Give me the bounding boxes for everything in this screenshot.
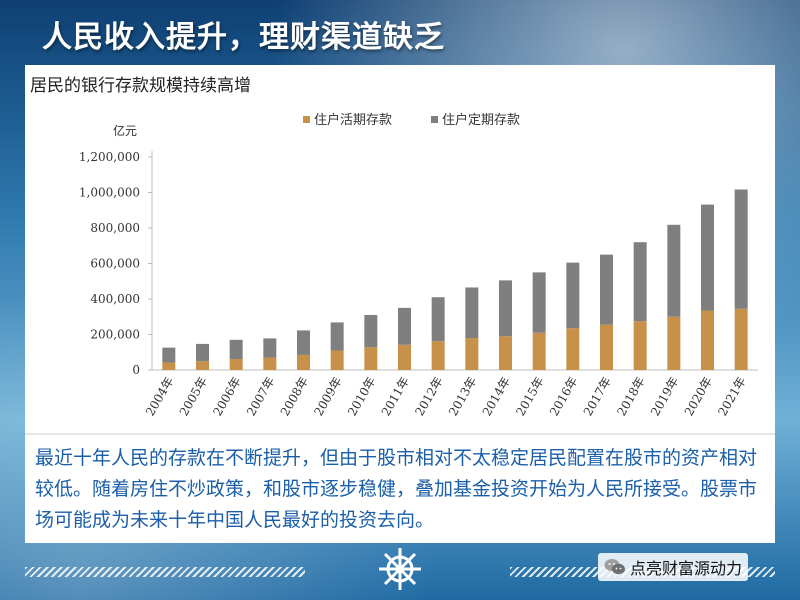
x-tick-label: 2021年 <box>715 375 748 419</box>
bar-demand-deposit <box>364 347 378 370</box>
x-tick-label: 2012年 <box>412 375 445 419</box>
x-tick-label: 2008年 <box>278 375 311 419</box>
bar-time-deposit <box>600 254 613 325</box>
x-tick-label: 2010年 <box>345 375 378 419</box>
x-tick-label: 2011年 <box>379 375 412 419</box>
legend-label: 住户活期存款 <box>314 112 392 128</box>
x-tick-label: 2018年 <box>614 375 647 419</box>
y-tick-label: 1,000,000 <box>79 186 140 200</box>
chart-title: 居民的银行存款规模持续高增 <box>30 76 251 96</box>
bar-demand-deposit <box>532 332 546 370</box>
bar-demand-deposit <box>398 344 411 370</box>
bar-demand-deposit <box>330 350 344 370</box>
decorative-stripe-left <box>25 567 305 577</box>
y-tick-label: 1,200,000 <box>79 150 140 164</box>
y-tick-label: 200,000 <box>90 328 140 342</box>
bar-time-deposit <box>465 287 479 339</box>
bar-time-deposit <box>633 242 647 322</box>
x-tick-label: 2009年 <box>311 375 344 419</box>
x-tick-label: 2005年 <box>177 375 210 419</box>
x-tick-label: 2016年 <box>547 375 580 419</box>
stacked-bar-chart: 0 200,000 400,000 600,000 800,000 1,000,000 1,… <box>79 112 758 419</box>
bar-time-deposit <box>196 343 209 362</box>
x-tick-label: 2014年 <box>480 375 513 419</box>
description-text: 最近十年人民的存款在不断提升，但由于股市相对不太稳定居民配置在股市的资产相对较低… <box>35 447 758 531</box>
wechat-icon <box>604 559 625 575</box>
chart-panel: 0 200,000 400,000 600,000 800,000 1,000,000 1,… <box>25 65 775 433</box>
x-tick-label: 2007年 <box>244 375 277 419</box>
x-tick-label: 2019年 <box>648 375 681 419</box>
legend-label: 住户定期存款 <box>442 112 520 128</box>
description-panel: 最近十年人民的存款在不断提升，但由于股市相对不太稳定居民配置在股市的资产相对较低… <box>25 433 775 543</box>
x-tick-label: 2015年 <box>513 375 546 419</box>
bar-time-deposit <box>297 330 310 355</box>
watermark-text: 点亮财富源动力 <box>630 559 743 578</box>
bar-demand-deposit <box>667 316 681 370</box>
bar-demand-deposit <box>431 341 445 370</box>
bar-demand-deposit <box>162 362 176 370</box>
y-tick-label: 600,000 <box>90 257 140 271</box>
bar-demand-deposit <box>465 338 479 370</box>
bar-time-deposit <box>364 314 378 348</box>
bar-time-deposit <box>431 297 445 342</box>
bar-time-deposit <box>499 280 512 337</box>
x-tick-label: 2004年 <box>143 375 176 419</box>
y-tick-label: 800,000 <box>90 221 140 235</box>
bar-demand-deposit <box>701 310 714 370</box>
bar-demand-deposit <box>263 357 277 370</box>
wechat-watermark: 点亮财富源动力 <box>598 553 749 581</box>
bar-time-deposit <box>263 338 277 358</box>
bar-demand-deposit <box>633 321 647 370</box>
ship-wheel-icon <box>379 548 421 590</box>
x-tick-label: 2013年 <box>446 375 479 419</box>
bar-demand-deposit <box>297 354 310 370</box>
bar-time-deposit <box>532 272 546 333</box>
bar-demand-deposit <box>499 336 512 370</box>
bar-time-deposit <box>734 189 748 309</box>
bar-time-deposit <box>566 262 580 329</box>
y-axis-unit-label: 亿元 <box>113 123 137 138</box>
x-tick-label: 2006年 <box>210 375 243 419</box>
slide-title: 人民收入提升，理财渠道缺乏 <box>42 20 445 55</box>
bar-time-deposit <box>229 339 243 359</box>
legend-swatch <box>431 116 438 123</box>
legend-swatch <box>303 116 310 123</box>
x-tick-label: 2017年 <box>581 375 614 419</box>
y-tick-label: 0 <box>132 363 140 377</box>
bar-demand-deposit <box>734 308 748 370</box>
y-tick-label: 400,000 <box>90 292 140 306</box>
bar-demand-deposit <box>600 324 613 370</box>
bar-time-deposit <box>701 204 714 311</box>
bar-time-deposit <box>330 322 344 351</box>
bar-time-deposit <box>162 347 176 363</box>
x-tick-label: 2020年 <box>682 375 715 419</box>
bar-demand-deposit <box>196 361 209 370</box>
bar-time-deposit <box>667 224 681 317</box>
bar-time-deposit <box>398 307 411 345</box>
bar-demand-deposit <box>229 358 243 370</box>
bar-demand-deposit <box>566 328 580 370</box>
